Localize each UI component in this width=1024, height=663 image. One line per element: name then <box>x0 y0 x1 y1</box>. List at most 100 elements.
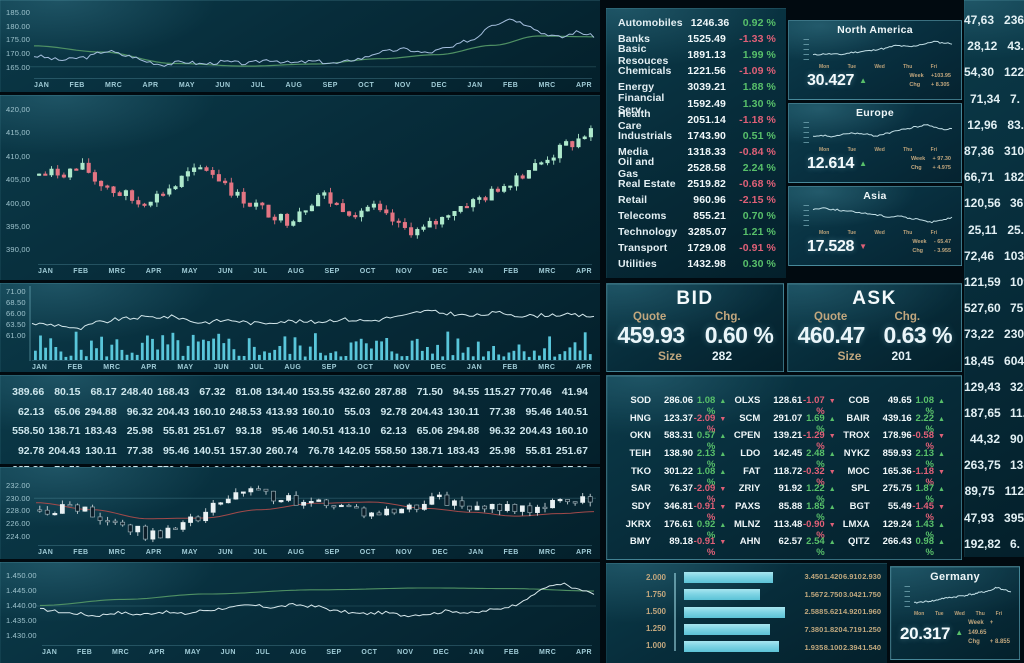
sector-row[interactable]: Industrials 1743.90 0.51 % <box>618 128 776 144</box>
quote-row[interactable]: 25,11 25. <box>964 217 1024 243</box>
ticker-item-sdy[interactable]: SDY 346.81 -0.91 % ▼ <box>621 501 726 523</box>
sector-row[interactable]: Banks 1525.49 -1.33 % <box>618 31 776 47</box>
quote-row[interactable]: 18,45 604 <box>964 347 1024 373</box>
quote-value-b: 90 <box>1010 432 1024 447</box>
quote-row[interactable]: 120,56 36. <box>964 190 1024 216</box>
ticker-item-lmxa[interactable]: LMXA 129.24 1.43 % ▲ <box>840 519 945 541</box>
ticker-item-hng[interactable]: HNG 123.37 -2.09 % ▼ <box>621 413 726 435</box>
sector-row[interactable]: Telecoms 855.21 0.70 % <box>618 208 776 224</box>
ask-labels: Quote Chg. <box>788 311 961 323</box>
quote-row[interactable]: 129,43 328 <box>964 374 1024 400</box>
day-label: Thu <box>903 230 913 236</box>
quote-row[interactable]: 73,22 230 <box>964 321 1024 347</box>
ticker-item-qitz[interactable]: QITZ 266.43 0.98 % ▲ <box>840 536 945 558</box>
ticker-change: 0.92 % <box>696 518 716 541</box>
bars-table-value: 1.750 <box>862 589 881 599</box>
x-month-label: AUG <box>287 268 305 275</box>
ticker-item-okn[interactable]: OKN 583.31 0.57 % ▲ <box>621 430 726 452</box>
region-panel-germany[interactable]: Germany Mon Tue Wed Thu Fri 20.317 ▲ Week + … <box>890 566 1020 660</box>
sector-row[interactable]: Technology 3285.07 1.21 % <box>618 224 776 240</box>
ticker-item-olxs[interactable]: OLXS 128.61 -1.07 % ▼ <box>730 395 835 417</box>
sector-row[interactable]: Utilities 1432.98 0.30 % <box>618 256 776 272</box>
x-month-label: JAN <box>467 82 483 89</box>
quote-row[interactable]: 121,59 109 <box>964 269 1024 295</box>
matrix-value: 130.11 <box>447 405 480 418</box>
ticker-change: -1.29 % <box>803 430 825 453</box>
quote-row[interactable]: 71,34 7. <box>964 86 1024 112</box>
ticker-item-ldo[interactable]: LDO 142.45 2.48 % ▲ <box>730 448 835 470</box>
triangle-down-icon: ▼ <box>828 397 836 405</box>
sector-change: -0.91 % <box>739 242 776 255</box>
ticker-item-cpen[interactable]: CPEN 139.21 -1.29 % ▼ <box>730 430 836 453</box>
ticker-row: TEIH 138.90 2.13 % ▲ LDO 142.45 2.48 % ▲ NYKZ 859… <box>621 448 949 470</box>
ticker-item-paxs[interactable]: PAXS 85.88 1.85 % ▲ <box>730 501 836 523</box>
sector-row[interactable]: Oil and Gas 2528.58 2.24 % <box>618 156 776 180</box>
ticker-item-sar[interactable]: SAR 76.37 -2.09 % ▼ <box>621 483 726 505</box>
ticker-item-scm[interactable]: SCM 291.07 1.69 % ▲ <box>730 413 835 435</box>
quote-row[interactable]: 54,30 122. <box>964 59 1024 85</box>
ticker-change: -1.07 % <box>803 394 825 417</box>
quote-row[interactable]: 89,75 112 <box>964 478 1024 504</box>
region-stats: Week + 149.65 Chg + 8.855 <box>968 619 1012 648</box>
ticker-item-ahn[interactable]: AHN 62.57 2.54 % ▲ <box>730 536 836 558</box>
ticker-item-bair[interactable]: BAIR 439.16 2.22 % ▲ <box>840 413 945 435</box>
quote-row[interactable]: 72,46 103 <box>964 243 1024 269</box>
matrix-value: 55.81 <box>162 425 190 437</box>
quote-row[interactable]: 47,93 395 <box>964 505 1024 531</box>
sector-row[interactable]: Energy 3039.21 1.88 % <box>618 79 776 95</box>
ticker-item-mlnz[interactable]: MLNZ 113.48 -0.90 % ▼ <box>730 519 836 541</box>
ticker-item-zriy[interactable]: ZRIY 91.92 1.22 % ▲ <box>730 483 836 505</box>
ticker-item-trox[interactable]: TROX 178.96 -0.58 % ▼ <box>840 430 945 452</box>
quote-row[interactable]: 66,71 182. <box>964 164 1024 190</box>
ticker-item-fat[interactable]: FAT 118.72 -0.32 % ▼ <box>730 466 836 488</box>
region-chart <box>803 122 953 143</box>
ticker-item-cob[interactable]: COB 49.65 1.08 % ▲ <box>840 395 945 417</box>
quote-value-b: 112 <box>1004 484 1024 499</box>
ticker-item-sod[interactable]: SOD 286.06 1.08 % ▲ <box>621 395 726 417</box>
matrix-value: 25.98 <box>489 444 516 457</box>
ticker-item-bgt[interactable]: BGT 55.49 -1.45 % ▼ <box>840 501 945 523</box>
quote-row[interactable]: 263,75 135 <box>964 452 1024 478</box>
ticker-price: 91.92 <box>778 483 803 495</box>
x-month-label: APR <box>575 82 592 89</box>
ticker-symbol: SDY <box>631 500 651 512</box>
ticker-item-spl[interactable]: SPL 275.75 1.87 % ▲ <box>840 483 945 505</box>
quote-value-a: 527,60 <box>964 301 1001 316</box>
ticker-item-jkrx[interactable]: JKRX 176.61 0.92 % ▲ <box>621 518 727 541</box>
ticker-item-nykz[interactable]: NYKZ 859.93 2.13 % ▲ <box>840 448 945 470</box>
sector-row[interactable]: Financial Serv. 1592.49 1.30 % <box>618 92 776 116</box>
sector-row[interactable]: Transport 1729.08 -0.91 % <box>618 240 776 256</box>
sector-value: 1246.36 <box>690 17 730 30</box>
ticker-symbol: MOC <box>847 465 870 477</box>
sector-row[interactable]: Real Estate 2519.82 -0.68 % <box>618 176 776 192</box>
quote-row[interactable]: 87,36 310. <box>964 138 1024 164</box>
sector-row[interactable]: Basic Resouces 1891.13 1.99 % <box>618 43 776 67</box>
matrix-value: 41.94 <box>561 386 588 398</box>
quote-row[interactable]: 44,32 90 <box>964 426 1024 452</box>
triangle-down-icon: ▼ <box>938 433 945 441</box>
quote-row[interactable]: 47,63 236. <box>964 7 1024 33</box>
quote-row[interactable]: 187,65 11. <box>964 400 1024 426</box>
region-panel-asia[interactable]: Asia Mon Tue Wed Thu Fri 17.528 ▼ Week - 65.47 Ch… <box>788 186 962 266</box>
triangle-up-icon: ▲ <box>938 486 945 494</box>
sector-row[interactable]: Chemicals 1221.56 -1.09 % <box>618 63 776 79</box>
region-panel-europe[interactable]: Europe Mon Tue Wed Thu Fri 12.614 ▲ Week + 97.30… <box>788 103 962 183</box>
bars-table: 3.450 1.420 6.910 2.930 1.567 2.750 3.042 1.750… <box>804 573 881 651</box>
sector-row[interactable]: Retail 960.96 -2.15 % <box>618 192 776 208</box>
sector-row[interactable]: Health Care 2051.14 -1.18 % <box>618 108 776 132</box>
ticker-item-bmy[interactable]: BMY 89.18 -0.91 % ▼ <box>621 536 726 558</box>
quote-row[interactable]: 192,82 6. <box>964 531 1024 557</box>
ticker-item-tko[interactable]: TKO 301.22 1.08 % ▲ <box>621 466 726 488</box>
ticker-symbol: HNG <box>629 412 651 424</box>
quote-row[interactable]: 527,60 75 <box>964 295 1024 321</box>
ticker-item-teih[interactable]: TEIH 138.90 2.13 % ▲ <box>621 448 726 470</box>
sector-row[interactable]: Media 1318.33 -0.84 % <box>618 144 776 160</box>
triangle-up-icon: ▲ <box>938 415 945 423</box>
ticker-item-moc[interactable]: MOC 165.36 -1.18 % ▼ <box>840 466 945 488</box>
region-panel-north-america[interactable]: North America Mon Tue Wed Thu Fri 30.427 ▲ Week … <box>788 20 962 100</box>
sector-row[interactable]: Automobiles 1246.36 0.92 % <box>618 15 776 31</box>
ticker-price: 139.21 <box>773 430 803 442</box>
ticker-row: TKO 301.22 1.08 % ▲ FAT 118.72 -0.32 % ▼ MOC 165.… <box>621 466 949 488</box>
quote-row[interactable]: 28,12 43. <box>964 33 1024 59</box>
quote-row[interactable]: 12,96 83. <box>964 112 1024 138</box>
